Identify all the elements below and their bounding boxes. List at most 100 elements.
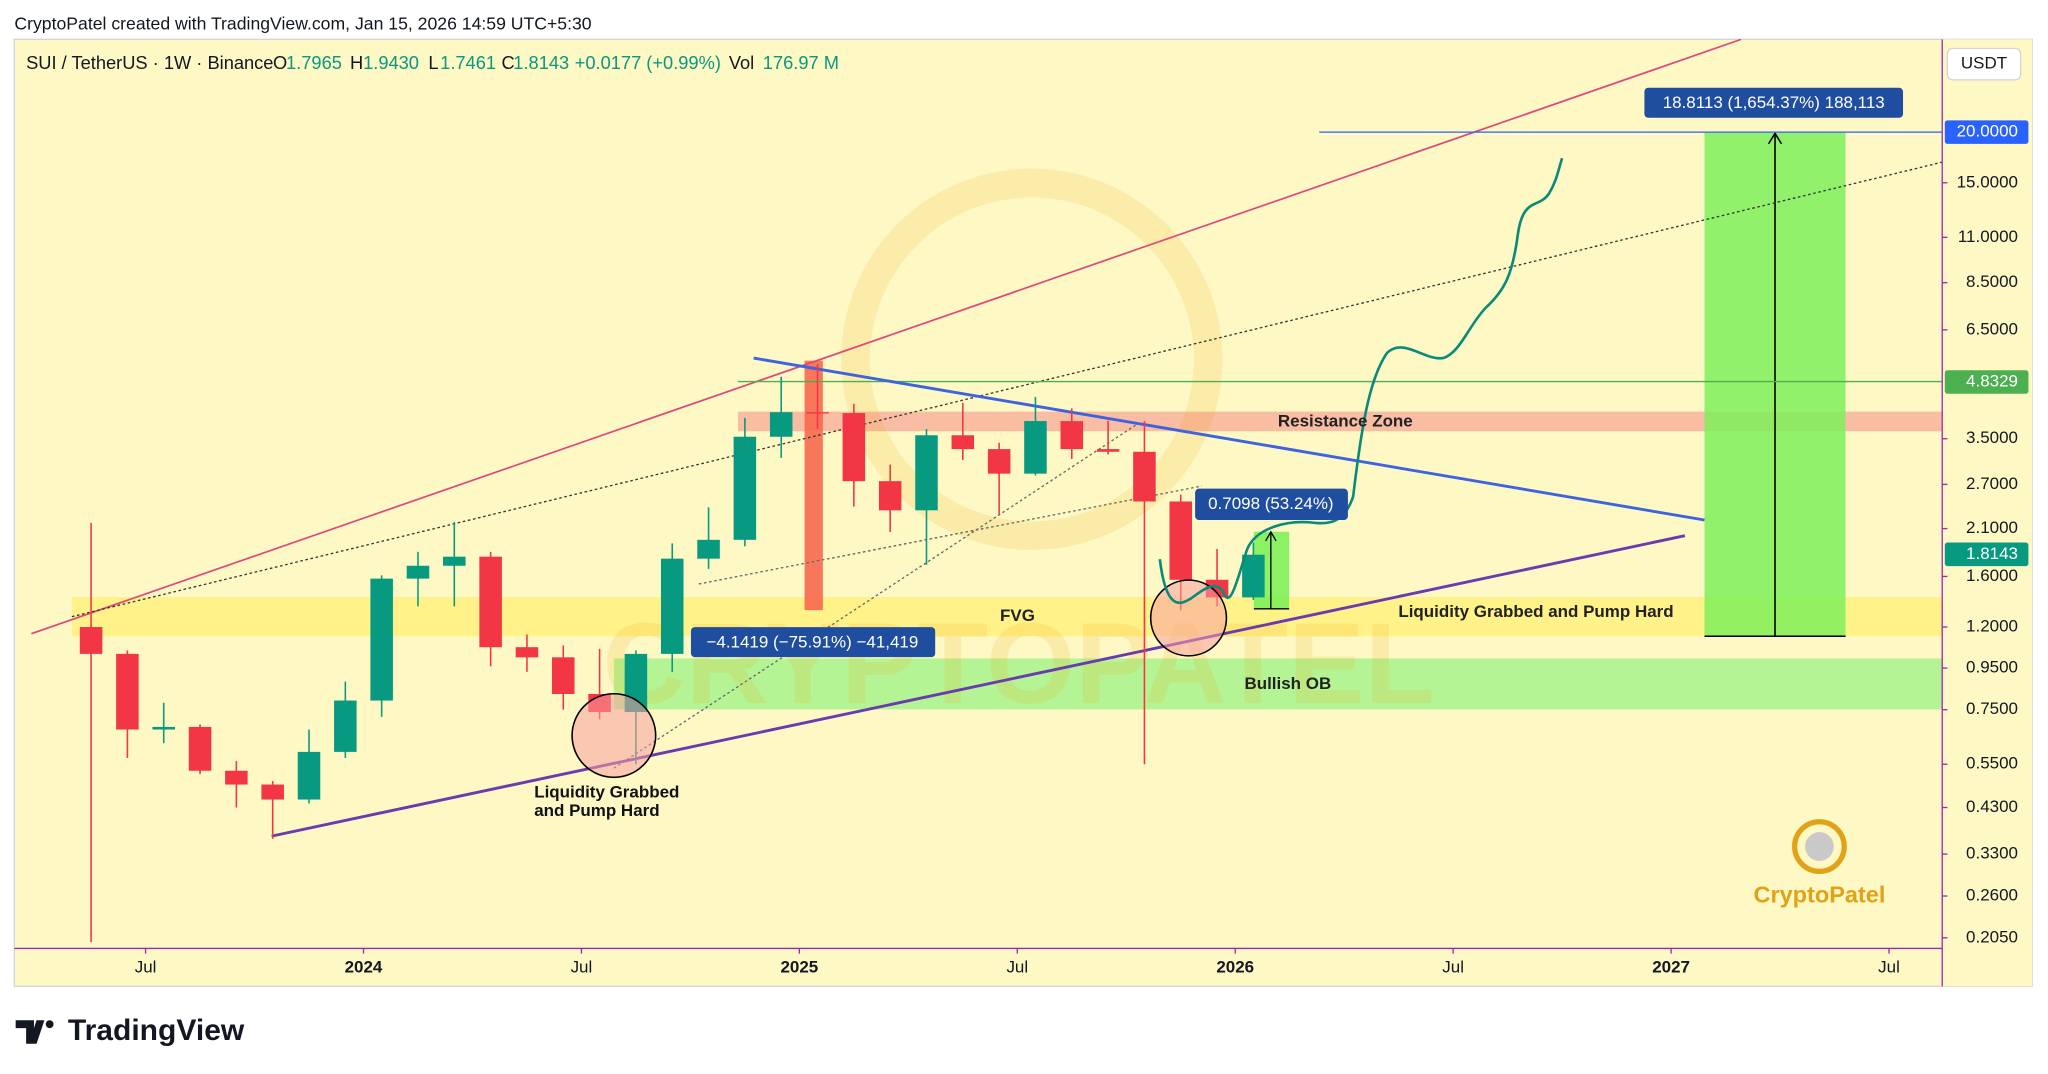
x-tick-label: Jul xyxy=(1442,958,1464,977)
y-tick-label: 15.0000 xyxy=(1957,172,2018,191)
legend-key: L xyxy=(428,52,438,73)
zone-label: FVG xyxy=(1000,606,1035,625)
legend-key: H xyxy=(350,52,363,73)
price-tag xyxy=(1944,370,2029,394)
bounce-arrow-head xyxy=(1265,530,1277,542)
note-label: Liquidity Grabbed xyxy=(534,782,679,801)
resistance-trendline xyxy=(753,356,1705,522)
candle-body xyxy=(769,412,793,437)
price-tag-label: 4.8329 xyxy=(1966,371,2018,390)
legend-key: Vol xyxy=(729,52,754,73)
legend-symbol: SUI / TetherUS · 1W · Binance xyxy=(26,52,273,73)
y-tick-label: 2.7000 xyxy=(1966,474,2018,493)
y-tick-label: 0.9500 xyxy=(1966,658,2018,677)
x-tick-label: 2026 xyxy=(1216,958,1254,977)
drop-box xyxy=(804,360,823,611)
candle-body xyxy=(334,700,357,752)
y-tick-label: 0.2600 xyxy=(1966,886,2018,905)
support-trendline xyxy=(271,534,1686,838)
legend-key: C xyxy=(502,52,515,73)
candle-body xyxy=(479,556,502,648)
price-tag-label: 1.8143 xyxy=(1966,544,2018,563)
currency-button[interactable] xyxy=(1946,47,2022,81)
legend-value: 176.97 M xyxy=(763,52,839,73)
y-tick-label: 0.2050 xyxy=(1966,927,2018,946)
channel-top xyxy=(31,38,1742,635)
y-tick-label: 0.5500 xyxy=(1966,754,2018,773)
candle-body xyxy=(733,436,757,540)
y-tick-label: 2.1000 xyxy=(1966,518,2018,537)
candle-body xyxy=(515,647,539,658)
x-tick-label: Jul xyxy=(1006,958,1028,977)
candle-body xyxy=(225,770,248,785)
logo-ring xyxy=(1792,819,1847,874)
candle-body xyxy=(1242,554,1265,598)
candle-body xyxy=(261,784,284,800)
bullish-ob-zone xyxy=(613,658,1943,710)
zone-label: Bullish OB xyxy=(1244,674,1331,693)
y-tick-label: 3.5000 xyxy=(1966,428,2018,447)
candle-body xyxy=(116,653,139,730)
dotted-trend-3 xyxy=(698,485,1202,585)
y-tick-label: 8.5000 xyxy=(1966,272,2018,291)
candle-body xyxy=(370,578,393,701)
brand: TradingView xyxy=(15,1014,245,1047)
drop-label: −4.1419 (−75.91%) −41,419 xyxy=(707,632,919,651)
y-tick-label: 0.4300 xyxy=(1966,797,2018,816)
y-tick-label: 11.0000 xyxy=(1958,227,2018,246)
candle-body xyxy=(1060,421,1084,450)
price-tag-label: 20.0000 xyxy=(1957,122,2018,141)
zone-label: Liquidity Grabbed and Pump Hard xyxy=(1398,602,1673,621)
legend-value: 1.9430 xyxy=(363,52,419,73)
legend: SUI / TetherUS · 1W · Binance O1.7965 H 1.9… xyxy=(26,52,839,73)
candle-body xyxy=(951,435,975,450)
x-tick-label: Jul xyxy=(571,958,593,977)
projection-path xyxy=(1158,157,1564,604)
brand-text: TradingView xyxy=(68,1014,245,1047)
y-tick-label: 0.7500 xyxy=(1966,699,2018,718)
candle-body xyxy=(987,449,1011,474)
watermark-text: CRYPTOPATEL xyxy=(603,600,1435,728)
legend-key: O xyxy=(273,52,287,73)
zone-label: Resistance Zone xyxy=(1278,412,1413,431)
candle-body xyxy=(152,726,175,730)
candle-body xyxy=(443,556,466,566)
candle-body xyxy=(915,435,938,511)
x-tick-label: Jul xyxy=(135,958,157,977)
target-label: 18.8113 (1,654.37%) 188,113 xyxy=(1663,93,1885,112)
x-tick-label: 2024 xyxy=(345,958,383,977)
bounce-label-box xyxy=(1195,488,1348,521)
candle-body xyxy=(697,539,720,559)
candle-body xyxy=(552,657,575,694)
legend-value: 1.8143 xyxy=(513,52,569,73)
note-label: and Pump Hard xyxy=(534,801,659,820)
legend-value: 1.7965 xyxy=(286,52,342,73)
candle-body xyxy=(297,751,321,800)
x-tick-label: Jul xyxy=(1878,958,1900,977)
legend-value: 1.7461 xyxy=(440,52,496,73)
brand-icon xyxy=(15,1020,54,1044)
y-tick-label: 1.6000 xyxy=(1966,566,2018,585)
y-tick-label: 1.2000 xyxy=(1966,617,2018,636)
header: CryptoPatel created with TradingView.com… xyxy=(14,14,591,34)
candle-body xyxy=(1024,421,1047,474)
y-tick-label: 6.5000 xyxy=(1966,319,2018,338)
candle-body xyxy=(842,413,866,482)
liquidity-circle xyxy=(571,692,657,779)
logo-core xyxy=(1805,832,1834,861)
candle-body xyxy=(79,627,103,654)
y-tick-label: 0.3300 xyxy=(1966,844,2018,863)
logo-text: CryptoPatel xyxy=(1753,881,1885,907)
chart-area xyxy=(13,38,2033,987)
candle-body xyxy=(806,412,829,414)
legend-change: +0.0177 (+0.99%) xyxy=(575,52,721,73)
liquidity-circle xyxy=(1149,579,1228,657)
candle-body xyxy=(406,565,430,579)
price-tag xyxy=(1944,120,2029,144)
target-arrow-head xyxy=(1767,131,1783,145)
candle-body xyxy=(1096,449,1120,452)
candle-body xyxy=(660,558,684,654)
candle-body xyxy=(1133,451,1156,502)
